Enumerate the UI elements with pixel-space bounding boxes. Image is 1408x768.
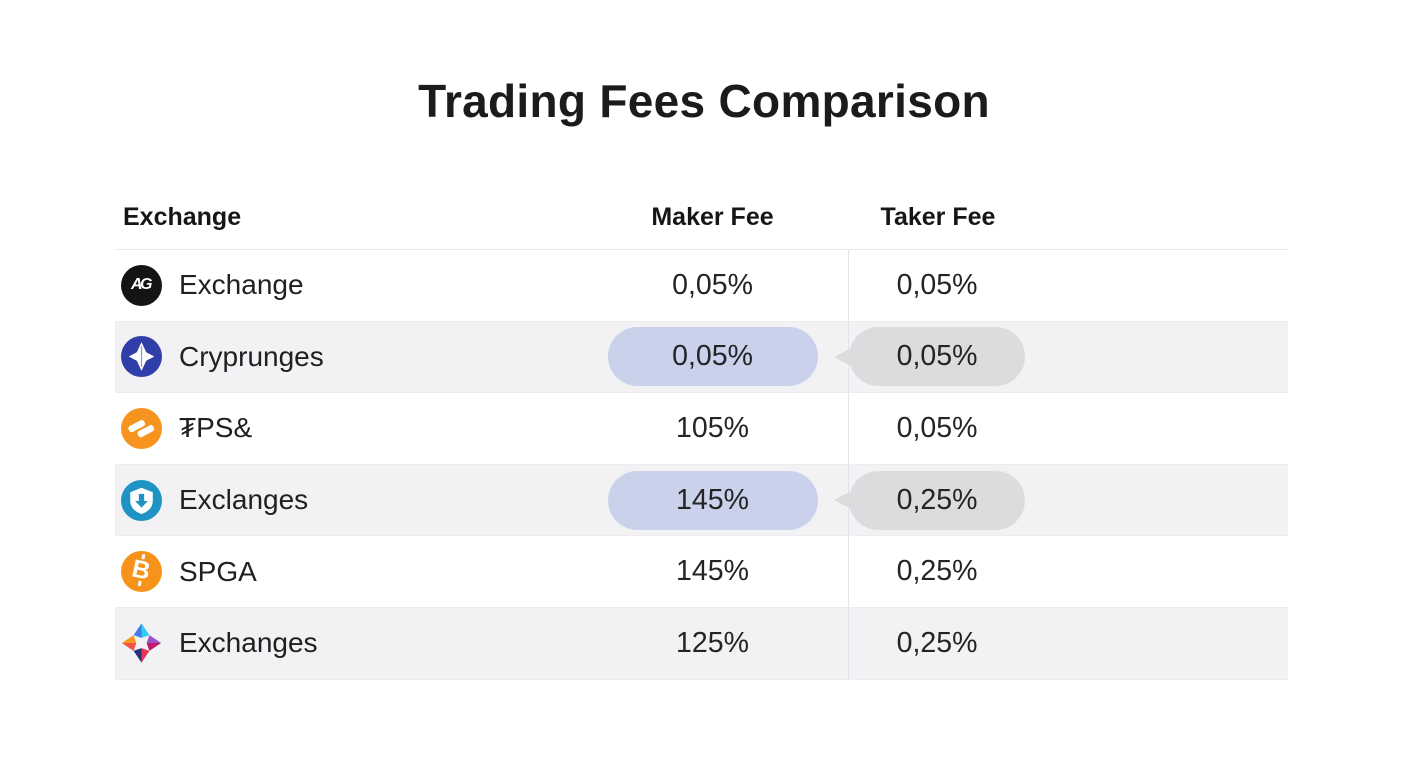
exchange-name: Exclanges: [179, 484, 309, 516]
maker-fee-value: 0,05%: [672, 268, 753, 301]
column-header-maker-fee: Maker Fee: [651, 203, 774, 231]
table-row: Cryprunges 0,05% 0,05%: [115, 321, 1288, 394]
pinwheel-star-icon: [121, 623, 162, 664]
table-row: B SPGA 145% 0,25%: [115, 536, 1288, 608]
exchange-name: Cryprunges: [179, 340, 324, 372]
taker-fee-value: 0,05%: [896, 268, 978, 301]
taker-fee-cell: 0,05%: [848, 250, 1288, 321]
maker-fee-cell: 145%: [595, 465, 848, 536]
maker-fee-value: 145%: [676, 483, 749, 516]
maker-fee-cell: 0,05%: [595, 322, 848, 393]
taker-fee-value: 0,05%: [896, 411, 978, 444]
table-body: AG Exchange 0,05% 0,05% Cryprunges 0,05%…: [115, 250, 1288, 680]
taker-fee-cell: 0,05%: [848, 393, 1288, 464]
exchange-name: Exchange: [179, 269, 304, 301]
table-row: AG Exchange 0,05% 0,05%: [115, 250, 1288, 322]
lightning-coin-icon: [121, 407, 162, 449]
table-row: Exclanges 145% 0,25%: [115, 464, 1288, 537]
taker-fee-cell: 0,05%: [848, 321, 1288, 393]
table-row: Exchanges 125% 0,25%: [115, 607, 1288, 680]
shield-coin-icon: [121, 479, 162, 521]
exchange-name: Exchanges: [179, 627, 318, 659]
taker-fee-cell: 0,25%: [848, 607, 1288, 679]
taker-fee-cell: 0,25%: [848, 464, 1288, 536]
exchange-name: ₮PS&: [179, 412, 253, 444]
exchange-cell: Cryprunges: [115, 322, 595, 393]
column-header-exchange: Exchange: [123, 203, 242, 231]
table-header-row: Exchange Maker Fee Taker Fee: [115, 186, 1288, 250]
taker-fee-highlight-bubble: 0,25%: [849, 470, 1025, 530]
trading-fees-table: Exchange Maker Fee Taker Fee AG Exchange…: [115, 186, 1288, 680]
maker-fee-value: 125%: [676, 626, 749, 659]
column-header-taker-fee: Taker Fee: [880, 203, 996, 231]
exchange-cell: B SPGA: [115, 536, 595, 607]
exchange-cell: ₮PS&: [115, 393, 595, 464]
maker-fee-cell: 145%: [595, 536, 848, 607]
maker-fee-cell: 105%: [595, 393, 848, 464]
maker-fee-cell: 0,05%: [595, 250, 848, 321]
taker-fee-value: 0,05%: [896, 340, 978, 373]
exchange-cell: Exclanges: [115, 465, 595, 536]
exchange-cell: Exchanges: [115, 608, 595, 679]
taker-fee-cell: 0,25%: [848, 536, 1288, 607]
maker-fee-highlight-pill: 145%: [607, 470, 818, 530]
exchange-name: SPGA: [179, 555, 257, 587]
bitcoin-coin-icon: B: [121, 551, 162, 593]
taker-fee-value: 0,25%: [896, 483, 978, 516]
maker-fee-highlight-pill: 0,05%: [607, 327, 818, 387]
taker-fee-value: 0,25%: [896, 626, 978, 659]
four-point-star-coin-icon: [121, 336, 162, 378]
maker-fee-value: 105%: [676, 411, 749, 444]
maker-fee-value: 145%: [676, 555, 749, 588]
taker-fee-highlight-bubble: 0,05%: [849, 327, 1025, 387]
exchange-cell: AG Exchange: [115, 250, 595, 321]
page-title: Trading Fees Comparison: [418, 75, 990, 127]
taker-fee-value: 0,25%: [896, 555, 978, 588]
table-row: ₮PS& 105% 0,05%: [115, 393, 1288, 465]
ag-monogram-coin-icon: AG: [121, 264, 162, 306]
maker-fee-cell: 125%: [595, 608, 848, 679]
maker-fee-value: 0,05%: [672, 340, 753, 373]
